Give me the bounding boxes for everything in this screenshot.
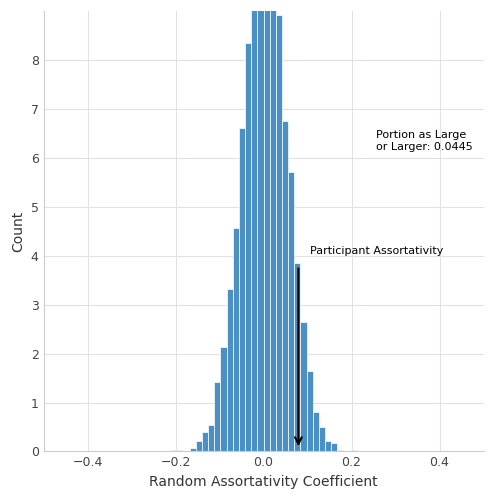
Bar xyxy=(337,450,343,452)
Text: Portion as Large
or Larger: 0.0445: Portion as Large or Larger: 0.0445 xyxy=(376,130,473,152)
Bar xyxy=(282,121,288,452)
Bar xyxy=(288,172,294,452)
Bar xyxy=(350,450,356,452)
Bar xyxy=(189,448,196,452)
Bar xyxy=(319,427,325,452)
Bar xyxy=(227,289,233,452)
Bar xyxy=(233,228,239,452)
Bar xyxy=(196,440,202,452)
Bar xyxy=(307,371,313,452)
Bar xyxy=(270,0,276,452)
Text: Participant Assortativity: Participant Assortativity xyxy=(310,246,443,256)
Bar xyxy=(331,443,337,452)
Bar xyxy=(276,15,282,452)
Bar xyxy=(325,440,331,452)
X-axis label: Random Assortativity Coefficient: Random Assortativity Coefficient xyxy=(149,475,378,489)
Bar xyxy=(301,322,307,452)
Bar xyxy=(171,450,177,452)
Bar xyxy=(202,432,208,452)
Bar xyxy=(294,262,301,452)
Bar xyxy=(251,0,257,452)
Bar xyxy=(239,128,245,452)
Bar xyxy=(208,425,214,452)
Bar xyxy=(257,0,263,452)
Bar xyxy=(263,0,270,452)
Bar xyxy=(313,412,319,452)
Bar xyxy=(220,348,227,452)
Bar xyxy=(214,382,220,452)
Y-axis label: Count: Count xyxy=(11,210,25,252)
Bar xyxy=(245,44,251,452)
Bar xyxy=(177,450,183,452)
